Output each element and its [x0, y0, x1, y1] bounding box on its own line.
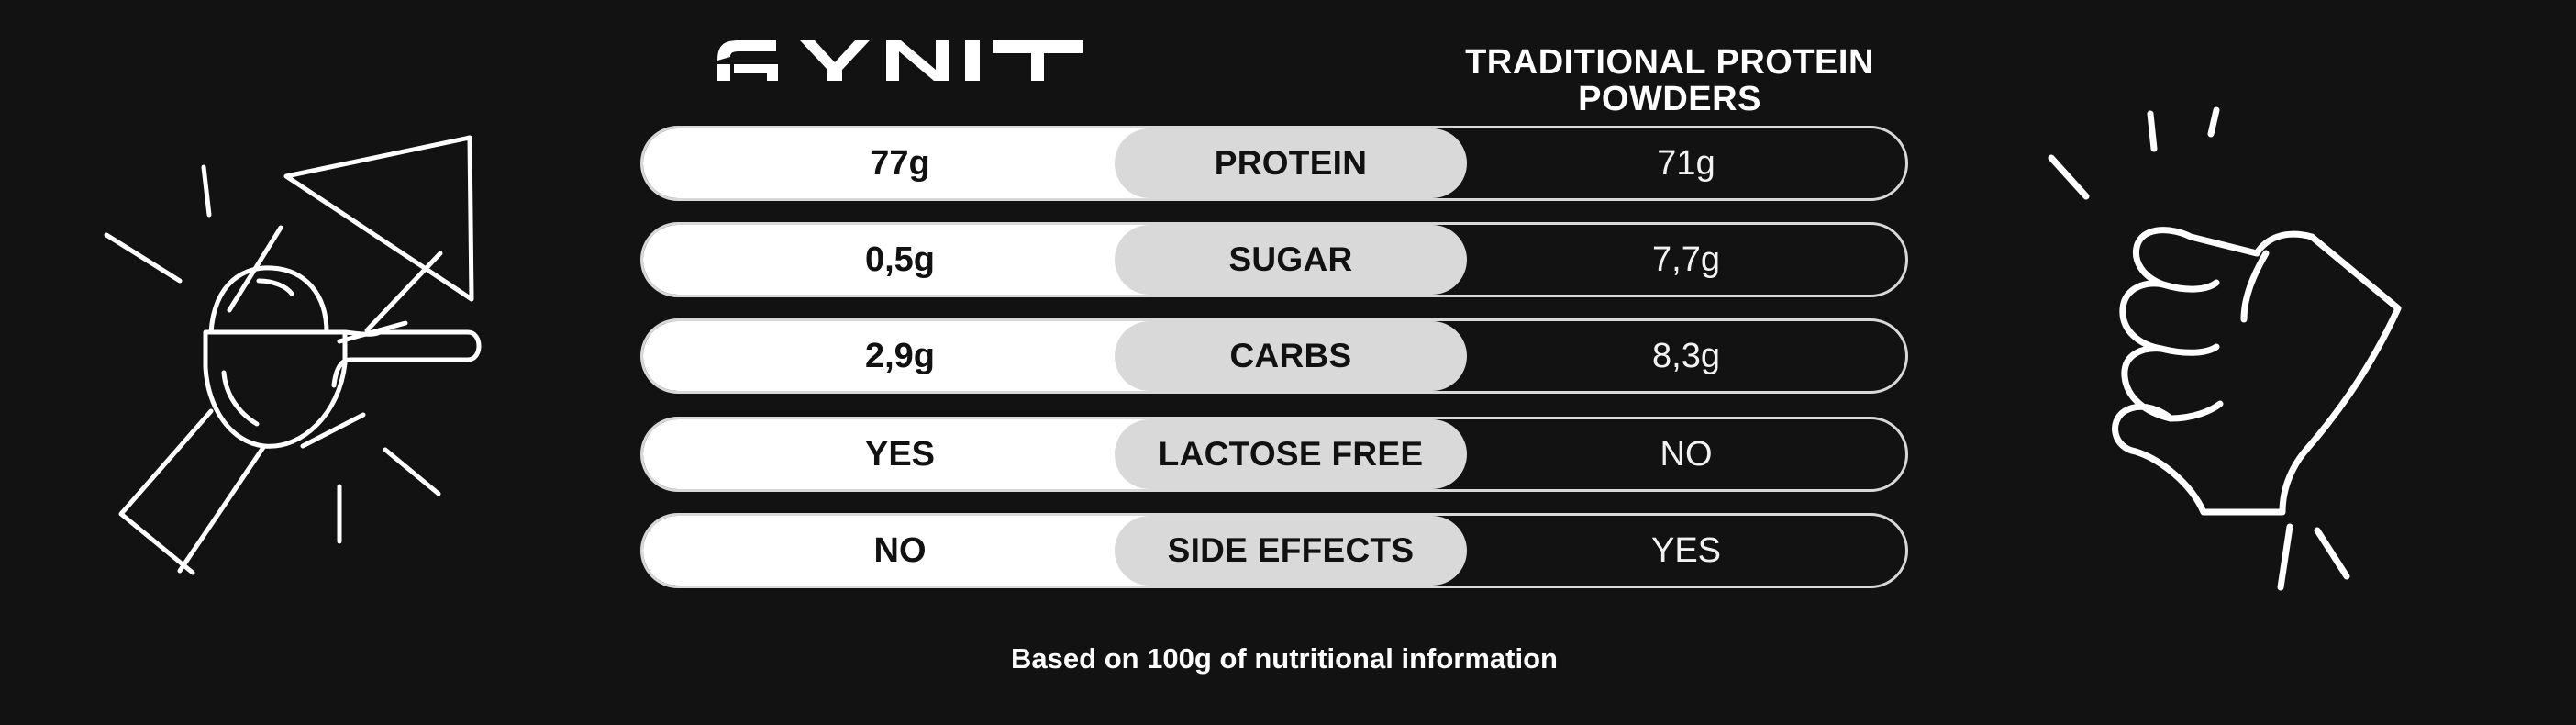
- comparison-row-protein: 77g 71g PROTEIN: [640, 126, 1908, 201]
- synit-value: 0,5g: [643, 225, 1157, 295]
- footnote: Based on 100g of nutritional information: [1011, 642, 1558, 675]
- synit-value: 77g: [643, 128, 1157, 198]
- metric-label: LACTOSE FREE: [1115, 419, 1467, 489]
- comparison-row-sugar: 0,5g 7,7g SUGAR: [640, 222, 1908, 297]
- protein-scoop-icon: [104, 135, 482, 575]
- synit-value: YES: [643, 419, 1157, 489]
- synit-value: NO: [643, 516, 1157, 586]
- competitor-title-line2: POWDERS: [1578, 80, 1761, 118]
- comparison-row-lactose-free: YES NO LACTOSE FREE: [640, 417, 1908, 492]
- synit-value: 2,9g: [643, 321, 1157, 391]
- competitor-value: YES: [1650, 530, 1722, 570]
- synit-logo: [717, 40, 1083, 81]
- comparison-row-side-effects: NO YES SIDE EFFECTS: [640, 513, 1908, 588]
- metric-label: SUGAR: [1115, 225, 1467, 295]
- metric-label: CARBS: [1115, 321, 1467, 391]
- competitor-value: 7,7g: [1652, 240, 1720, 279]
- thumbs-down-icon: [2048, 106, 2402, 591]
- comparison-row-carbs: 2,9g 8,3g CARBS: [640, 318, 1908, 394]
- competitor-title-line1: TRADITIONAL PROTEIN: [1465, 43, 1874, 82]
- competitor-value: NO: [1660, 434, 1713, 474]
- competitor-value: 71g: [1657, 143, 1715, 183]
- competitor-title: TRADITIONAL PROTEIN POWDERS: [1413, 44, 1926, 117]
- metric-label: PROTEIN: [1115, 128, 1467, 198]
- metric-label: SIDE EFFECTS: [1115, 516, 1467, 586]
- competitor-value: 8,3g: [1652, 336, 1720, 375]
